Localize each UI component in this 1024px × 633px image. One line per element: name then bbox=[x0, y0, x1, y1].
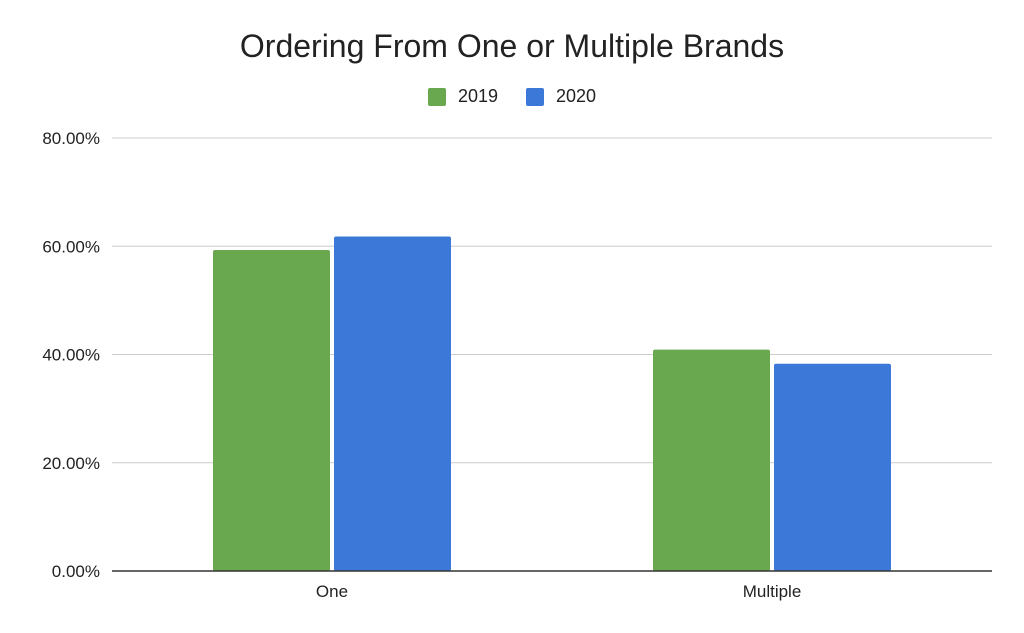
y-tick-label: 20.00% bbox=[42, 454, 100, 473]
bar-one-2020 bbox=[334, 236, 451, 571]
bar-multiple-2020 bbox=[774, 363, 891, 571]
legend-swatch-2019 bbox=[427, 87, 446, 106]
bar-multiple-2019 bbox=[653, 349, 770, 571]
y-tick-label: 60.00% bbox=[42, 237, 100, 256]
legend-item-2019: 2019 bbox=[427, 86, 498, 107]
x-tick-label: One bbox=[316, 582, 348, 601]
legend-label-2019: 2019 bbox=[457, 86, 498, 106]
legend-swatch-2020 bbox=[526, 87, 544, 106]
legend: 2019 2020 bbox=[0, 86, 1024, 107]
legend-item-2020: 2020 bbox=[526, 86, 596, 107]
y-tick-label: 0.00% bbox=[52, 562, 100, 581]
y-tick-label: 80.00% bbox=[42, 129, 100, 148]
y-tick-label: 40.00% bbox=[42, 346, 100, 365]
legend-label-2020: 2020 bbox=[556, 86, 597, 106]
x-tick-label: Multiple bbox=[743, 582, 802, 601]
chart-title: Ordering From One or Multiple Brands bbox=[239, 28, 785, 64]
bar-one-2019 bbox=[213, 250, 330, 571]
